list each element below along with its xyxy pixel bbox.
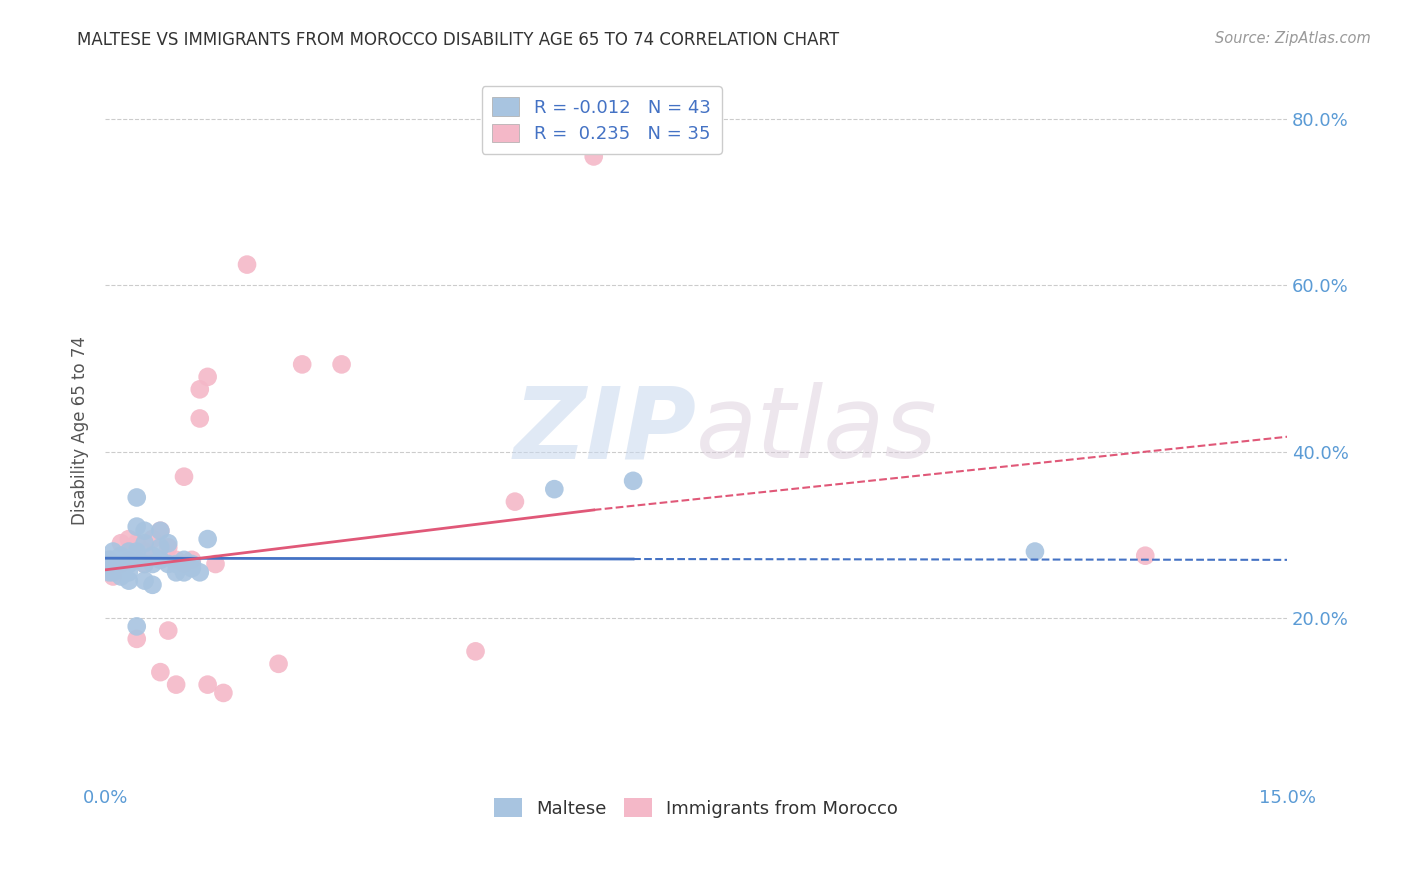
Point	[134, 574, 156, 588]
Point	[101, 553, 124, 567]
Point	[134, 557, 156, 571]
Point	[110, 557, 132, 571]
Point	[141, 549, 163, 563]
Point	[101, 569, 124, 583]
Point	[173, 566, 195, 580]
Point	[101, 544, 124, 558]
Point	[134, 557, 156, 571]
Point	[110, 536, 132, 550]
Point	[125, 491, 148, 505]
Point	[101, 557, 124, 571]
Point	[118, 574, 141, 588]
Point	[188, 411, 211, 425]
Point	[188, 566, 211, 580]
Point	[101, 566, 124, 580]
Text: ZIP: ZIP	[513, 383, 696, 479]
Point	[173, 553, 195, 567]
Point	[173, 557, 195, 571]
Point	[125, 553, 148, 567]
Point	[98, 553, 121, 567]
Point	[236, 258, 259, 272]
Text: atlas: atlas	[696, 383, 938, 479]
Point	[125, 519, 148, 533]
Point	[141, 532, 163, 546]
Point	[197, 370, 219, 384]
Point	[134, 544, 156, 558]
Point	[134, 536, 156, 550]
Point	[197, 532, 219, 546]
Point	[149, 524, 172, 538]
Point	[141, 578, 163, 592]
Point	[118, 532, 141, 546]
Point	[114, 557, 136, 571]
Point	[180, 561, 202, 575]
Point	[98, 553, 121, 567]
Point	[165, 553, 187, 567]
Point	[165, 566, 187, 580]
Point	[503, 494, 526, 508]
Point	[118, 557, 141, 571]
Point	[582, 149, 605, 163]
Point	[125, 632, 148, 646]
Point	[1135, 549, 1157, 563]
Point	[197, 678, 219, 692]
Point	[621, 474, 644, 488]
Point	[101, 557, 124, 571]
Point	[125, 536, 148, 550]
Point	[141, 557, 163, 571]
Point	[157, 541, 180, 555]
Point	[157, 557, 180, 571]
Point	[110, 557, 132, 571]
Text: Source: ZipAtlas.com: Source: ZipAtlas.com	[1215, 31, 1371, 46]
Point	[188, 382, 211, 396]
Point	[464, 644, 486, 658]
Point	[165, 557, 187, 571]
Text: MALTESE VS IMMIGRANTS FROM MOROCCO DISABILITY AGE 65 TO 74 CORRELATION CHART: MALTESE VS IMMIGRANTS FROM MOROCCO DISAB…	[77, 31, 839, 49]
Point	[125, 544, 148, 558]
Point	[165, 678, 187, 692]
Point	[125, 619, 148, 633]
Point	[330, 358, 353, 372]
Point	[149, 524, 172, 538]
Point	[204, 557, 226, 571]
Legend: Maltese, Immigrants from Morocco: Maltese, Immigrants from Morocco	[488, 791, 905, 825]
Point	[118, 544, 141, 558]
Point	[118, 553, 141, 567]
Point	[267, 657, 290, 671]
Point	[1024, 544, 1046, 558]
Point	[180, 557, 202, 571]
Point	[149, 665, 172, 680]
Point	[149, 541, 172, 555]
Point	[173, 469, 195, 483]
Point	[134, 524, 156, 538]
Point	[149, 553, 172, 567]
Point	[98, 566, 121, 580]
Point	[157, 624, 180, 638]
Point	[180, 553, 202, 567]
Point	[110, 569, 132, 583]
Point	[105, 557, 128, 571]
Y-axis label: Disability Age 65 to 74: Disability Age 65 to 74	[72, 336, 89, 525]
Point	[543, 482, 565, 496]
Point	[291, 358, 314, 372]
Point	[118, 566, 141, 580]
Point	[110, 549, 132, 563]
Point	[157, 536, 180, 550]
Point	[212, 686, 235, 700]
